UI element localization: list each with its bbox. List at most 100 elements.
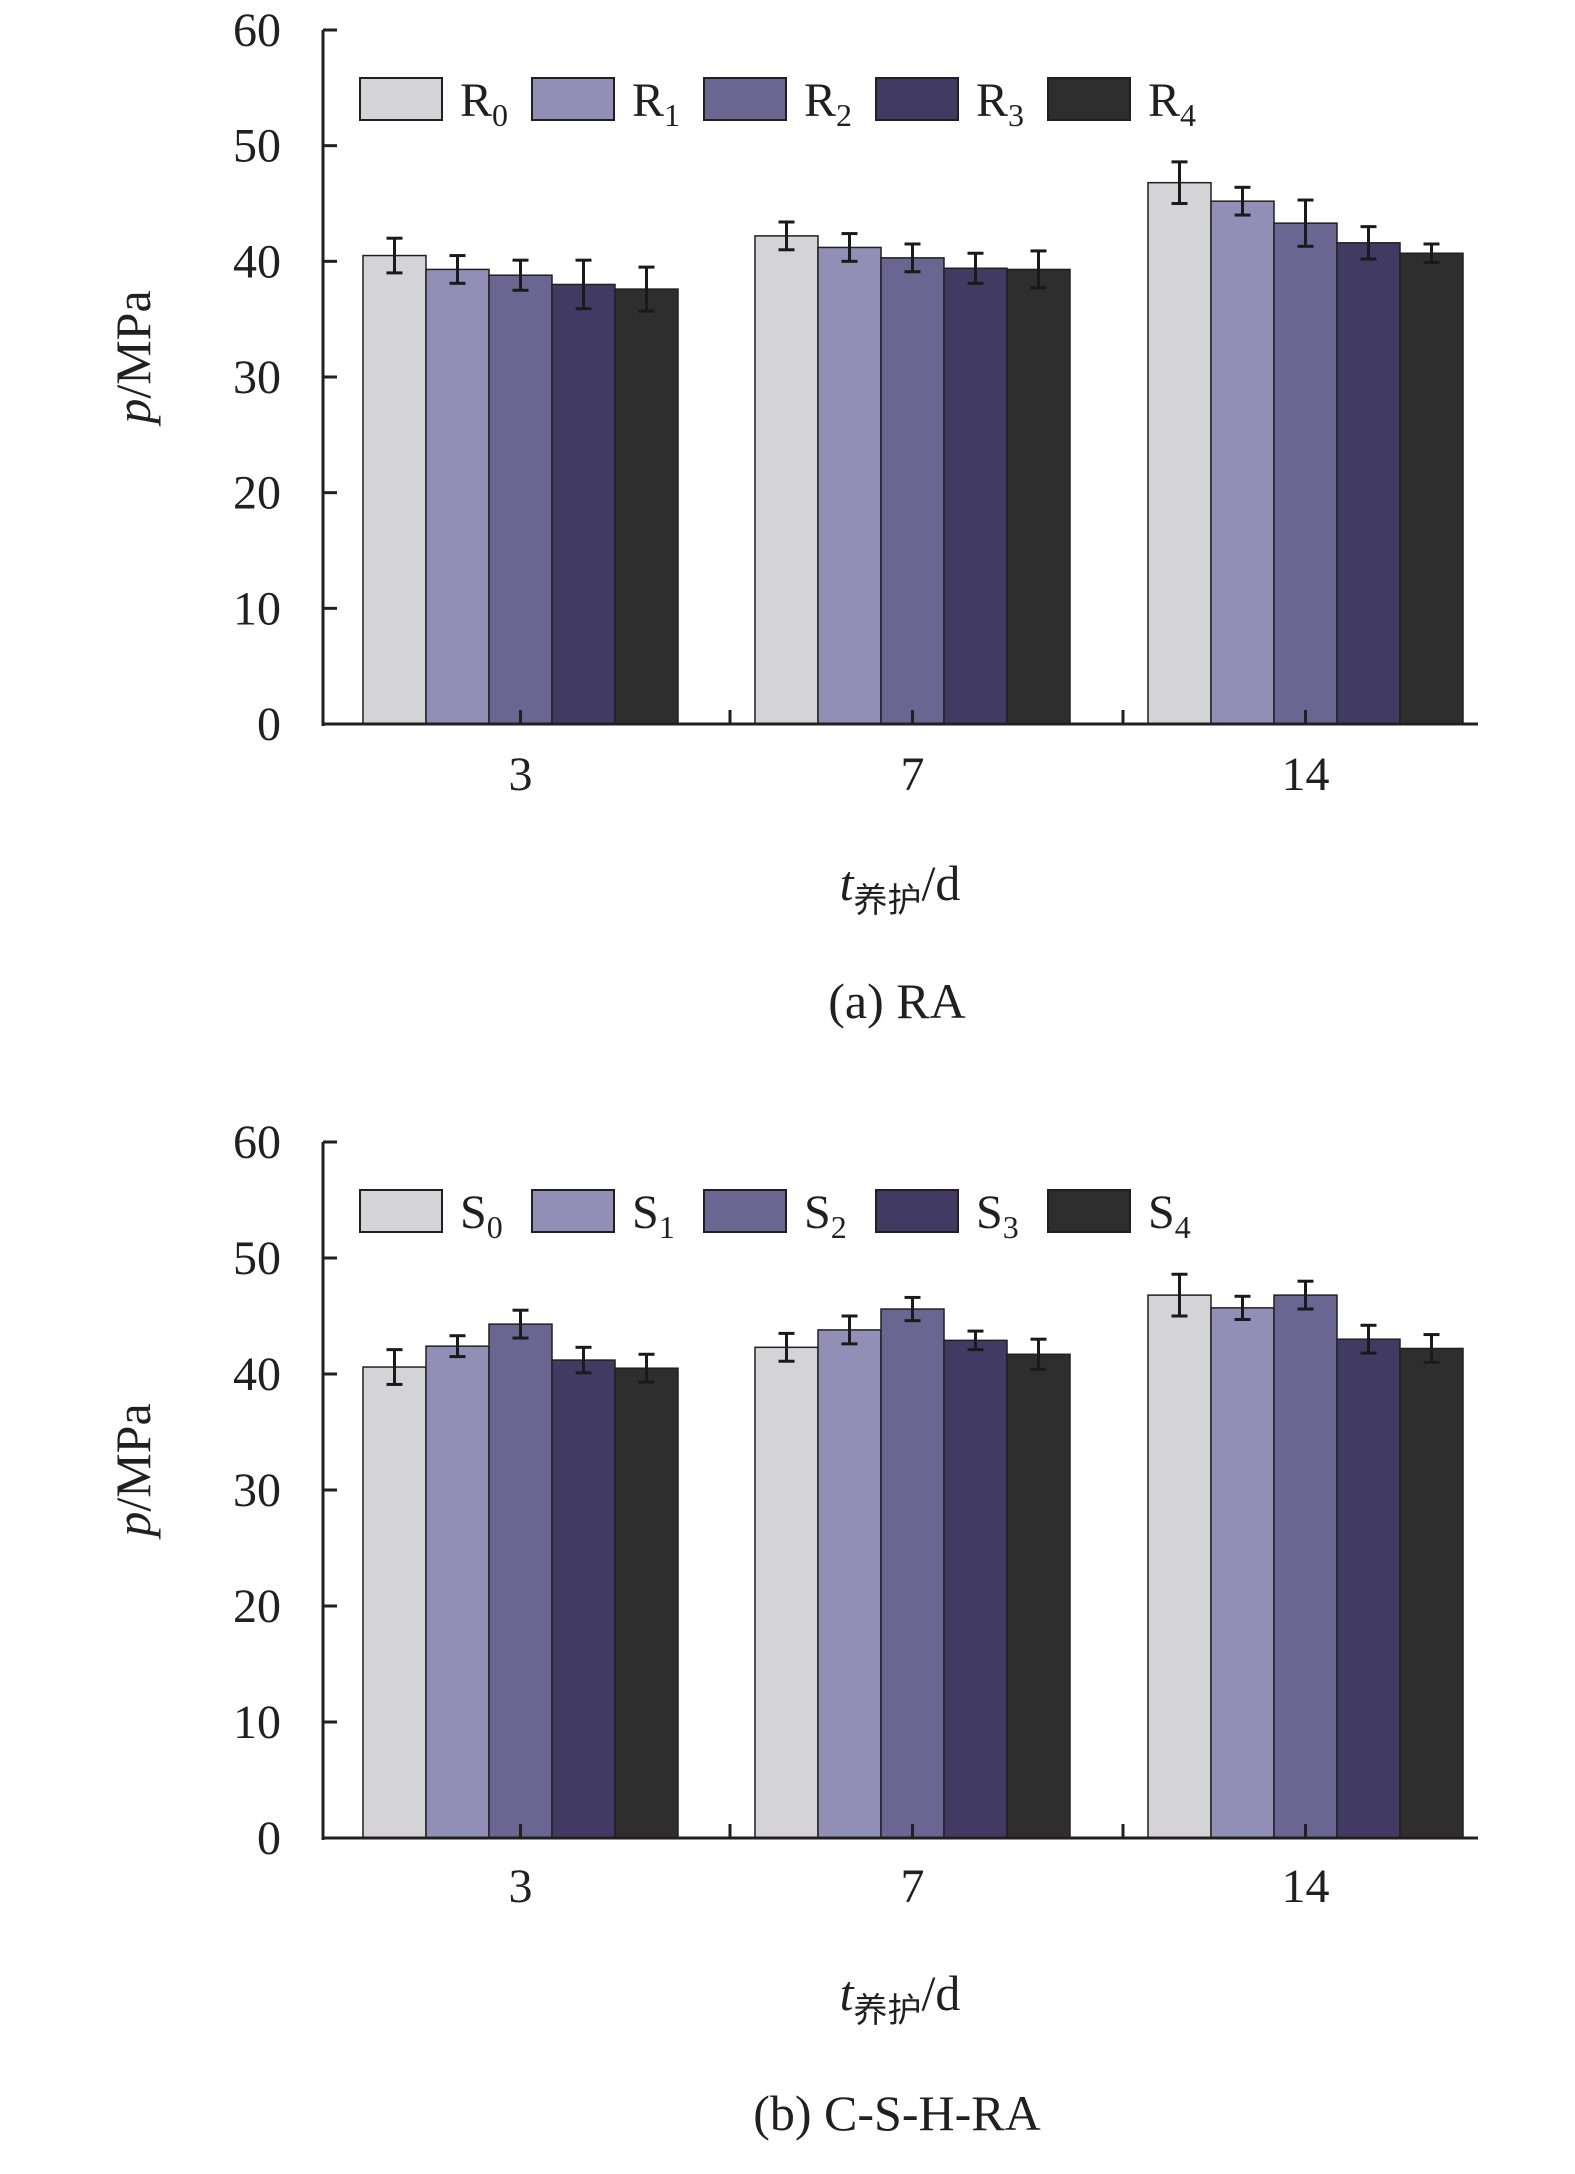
- legend-item-s1: S1: [531, 1186, 675, 1245]
- y-tick-label: 40: [233, 235, 281, 288]
- error-bar: [1360, 225, 1377, 261]
- error-bar: [778, 220, 795, 252]
- x-tick-label: 3: [509, 748, 533, 801]
- error-bar: [1030, 249, 1047, 290]
- error-bar: [1234, 185, 1251, 217]
- legend-swatch: [875, 1189, 959, 1233]
- bar-r2-7: [880, 257, 945, 725]
- y-tick-label: 30: [233, 1464, 281, 1517]
- y-tick-label: 40: [233, 1348, 281, 1401]
- bar-r0-3: [362, 254, 427, 725]
- bar-r4-3: [614, 288, 679, 725]
- bar-s1-7: [817, 1329, 882, 1839]
- legend-item-s0: S0: [359, 1186, 503, 1245]
- bar-s0-3: [362, 1366, 427, 1839]
- bar-s1-14: [1210, 1307, 1275, 1839]
- legend-swatch: [703, 77, 787, 121]
- bar-r0-7: [754, 235, 819, 725]
- bar-r1-7: [817, 246, 882, 725]
- bar-s2-14: [1273, 1294, 1338, 1839]
- legend-item-r0: R0: [359, 74, 508, 133]
- error-bar: [575, 1345, 592, 1375]
- bar-s4-14: [1399, 1347, 1464, 1839]
- error-bar: [1297, 1279, 1314, 1311]
- error-bar: [904, 242, 921, 274]
- legend-label: R2: [804, 74, 852, 133]
- legend-item-s4: S4: [1047, 1186, 1191, 1245]
- bar-s0-7: [754, 1346, 819, 1839]
- error-bar: [1423, 242, 1440, 264]
- y-tick-label: 60: [233, 1116, 281, 1169]
- legend-label: R0: [460, 74, 508, 133]
- x-axis-title: t养护/d: [840, 1965, 961, 2030]
- x-tick-label: 7: [901, 748, 925, 801]
- bar-r3-14: [1336, 242, 1401, 725]
- bar-r1-14: [1210, 200, 1275, 725]
- chart-caption: (a) RA: [828, 973, 965, 1029]
- error-bar: [841, 232, 858, 263]
- y-tick-label: 50: [233, 120, 281, 173]
- y-axis-title: p/MPa: [105, 1403, 161, 1539]
- legend-label: S0: [460, 1186, 503, 1245]
- bar-s3-3: [551, 1359, 616, 1839]
- error-bar: [904, 1295, 921, 1323]
- legend-label: R1: [632, 74, 680, 133]
- bar-s4-3: [614, 1367, 679, 1839]
- bar-s4-7: [1006, 1353, 1071, 1839]
- y-axis-title: p/MPa: [105, 290, 161, 426]
- y-tick-label: 0: [257, 1812, 281, 1865]
- y-tick-label: 60: [233, 4, 281, 57]
- error-bar: [449, 1334, 466, 1359]
- legend-swatch: [1047, 77, 1131, 121]
- legend-label: R4: [1148, 74, 1196, 133]
- error-bar: [1360, 1323, 1377, 1355]
- x-tick-label: 14: [1282, 1860, 1330, 1913]
- bar-s0-14: [1147, 1294, 1212, 1839]
- legend-swatch: [875, 77, 959, 121]
- y-tick-label: 20: [233, 467, 281, 520]
- bar-r2-14: [1273, 222, 1338, 725]
- legend-item-s2: S2: [703, 1186, 847, 1245]
- bar-s1-3: [425, 1345, 490, 1839]
- legend-item-r2: R2: [703, 74, 852, 133]
- bar-s2-3: [488, 1323, 553, 1839]
- y-tick-label: 20: [233, 1580, 281, 1633]
- error-bar: [841, 1314, 858, 1346]
- error-bar: [1234, 1294, 1251, 1321]
- y-tick-label: 30: [233, 351, 281, 404]
- bar-r4-14: [1399, 252, 1464, 725]
- bar-r3-7: [943, 267, 1008, 725]
- bar-s3-14: [1336, 1338, 1401, 1839]
- y-tick-label: 0: [257, 698, 281, 751]
- error-bar: [1297, 198, 1314, 248]
- error-bar: [386, 1348, 403, 1386]
- y-tick-label: 10: [233, 582, 281, 635]
- error-bar: [967, 251, 984, 285]
- x-axis-title: t养护/d: [840, 855, 961, 920]
- error-bar: [638, 1352, 655, 1384]
- error-bar: [1030, 1337, 1047, 1371]
- bar-s3-7: [943, 1339, 1008, 1839]
- bar-r1-3: [425, 268, 490, 725]
- error-bar: [386, 236, 403, 275]
- bar-r2-3: [488, 274, 553, 725]
- error-bar: [1171, 1272, 1188, 1318]
- bar-r3-3: [551, 283, 616, 725]
- error-bar: [1171, 160, 1188, 205]
- legend-label: S4: [1148, 1186, 1191, 1245]
- legend-swatch: [531, 77, 615, 121]
- error-bar: [575, 258, 592, 311]
- bar-r4-7: [1006, 268, 1071, 725]
- y-tick-label: 50: [233, 1232, 281, 1285]
- legend-swatch: [703, 1189, 787, 1233]
- y-tick-label: 10: [233, 1696, 281, 1749]
- legend-swatch: [531, 1189, 615, 1233]
- chart-caption: (b) C-S-H-RA: [753, 2085, 1040, 2141]
- legend-item-r4: R4: [1047, 74, 1196, 133]
- bar-s2-7: [880, 1308, 945, 1839]
- error-bar: [512, 1308, 529, 1340]
